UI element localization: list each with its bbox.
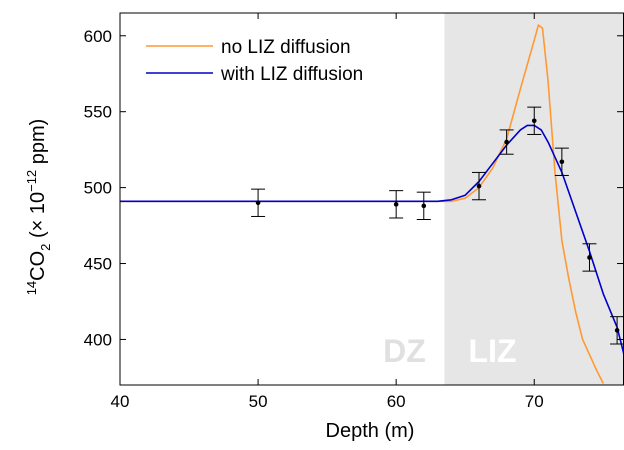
observation-points bbox=[251, 106, 624, 345]
data-point bbox=[476, 183, 482, 189]
zone-label-liz: LIZ bbox=[469, 333, 517, 369]
observation-7 bbox=[554, 147, 569, 176]
y-tick-label: 400 bbox=[84, 330, 112, 349]
data-point bbox=[504, 139, 509, 145]
zone-regions bbox=[120, 13, 624, 385]
y-title-co: CO bbox=[27, 251, 49, 281]
data-point bbox=[614, 328, 620, 333]
y-axis-title: 14CO2 (× 10−12 ppm) bbox=[24, 119, 53, 296]
observation-6 bbox=[527, 106, 542, 135]
y-title-unit: ppm) bbox=[27, 119, 49, 170]
data-point bbox=[587, 255, 592, 260]
data-point bbox=[393, 202, 399, 207]
zone-label-dz: DZ bbox=[383, 333, 426, 369]
y-tick-label: 600 bbox=[84, 27, 112, 46]
observation-3 bbox=[416, 191, 431, 220]
region-liz bbox=[444, 13, 624, 385]
data-point bbox=[255, 200, 261, 206]
data-point bbox=[421, 203, 427, 209]
observation-2 bbox=[389, 190, 404, 219]
y-title-sup-14: 14 bbox=[24, 281, 39, 295]
observation-5 bbox=[499, 129, 514, 155]
observation-4 bbox=[472, 171, 487, 201]
axis-ticks: 40 50 60 70 400 450 500 550 600 bbox=[84, 13, 623, 411]
series-line-2 bbox=[120, 124, 624, 355]
series-lines bbox=[120, 24, 624, 384]
y-tick-label: 450 bbox=[84, 255, 112, 274]
region-dz bbox=[120, 13, 445, 385]
y-tick-label: 550 bbox=[84, 103, 112, 122]
zone-labels: DZ LIZ bbox=[383, 333, 516, 369]
y-title-mid: (× 10 bbox=[27, 192, 49, 244]
observation-1 bbox=[251, 188, 266, 217]
y-tick-label: 500 bbox=[84, 179, 112, 198]
x-axis-title: Depth (m) bbox=[326, 420, 415, 442]
data-point bbox=[531, 118, 537, 124]
x-tick-label: 60 bbox=[387, 392, 406, 411]
x-tick-label: 70 bbox=[525, 392, 544, 411]
y-title-sup-exp: −12 bbox=[24, 170, 39, 192]
legend-label-2: with LIZ diffusion bbox=[220, 64, 363, 85]
legend-label-1: no LIZ diffusion bbox=[221, 37, 351, 58]
observation-8 bbox=[582, 243, 597, 272]
x-tick-label: 50 bbox=[249, 392, 268, 411]
x-tick-label: 40 bbox=[111, 392, 130, 411]
y-title-sub-2: 2 bbox=[38, 244, 53, 251]
legend: no LIZ diffusion with LIZ diffusion bbox=[146, 37, 363, 85]
data-point bbox=[559, 159, 565, 165]
